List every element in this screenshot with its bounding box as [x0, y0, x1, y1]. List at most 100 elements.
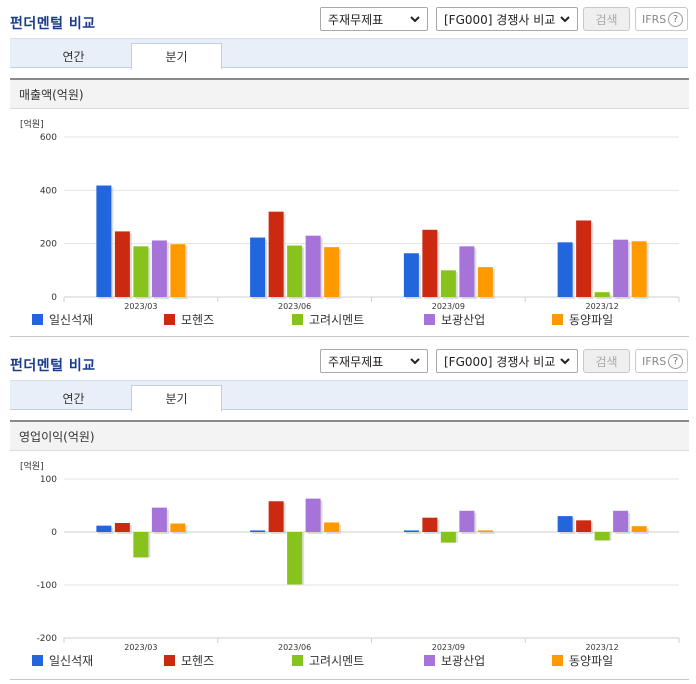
x-tick-label: 2023/06: [278, 302, 311, 311]
legend-entry: 모헨즈: [181, 313, 214, 327]
bar: [613, 239, 629, 297]
bar: [631, 241, 647, 297]
unit-label: [억원]: [20, 118, 44, 130]
help-icon[interactable]: ?: [668, 12, 683, 27]
x-tick-label: 2023/09: [432, 302, 465, 311]
legend-entry: 일신석재: [49, 313, 93, 327]
bar: [250, 530, 266, 532]
statement-select-value: 주재무제표: [328, 12, 384, 27]
x-tick-label: 2023/09: [432, 643, 465, 652]
x-tick-label: 2023/03: [124, 643, 157, 652]
compare-group-select[interactable]: [FG000] 경쟁사 비교: [436, 7, 578, 31]
bar: [133, 532, 149, 558]
chart-heading: 매출액(억원): [10, 78, 689, 109]
bar: [96, 185, 112, 297]
legend-entry: 고려시멘트: [309, 313, 364, 327]
tab-quarter[interactable]: 분기: [131, 43, 222, 70]
chart-heading: 영업이익(억원): [10, 420, 689, 451]
bar: [440, 270, 456, 297]
x-tick-label: 2023/12: [586, 643, 619, 652]
legend-swatch: [552, 655, 563, 666]
bar: [96, 525, 112, 532]
compare-group-select-value: [FG000] 경쟁사 비교: [444, 12, 556, 27]
bar: [324, 522, 340, 532]
chevron-down-icon: [410, 358, 420, 365]
bar: [403, 253, 419, 297]
bar: [151, 507, 167, 532]
tab-annual[interactable]: 연간: [62, 49, 85, 64]
period-tabs: 연간 분기: [10, 38, 688, 70]
y-tick-label: 600: [40, 133, 57, 143]
statement-select[interactable]: 주재무제표: [320, 349, 428, 373]
bar: [151, 240, 167, 297]
y-tick-label: -100: [37, 581, 58, 591]
tab-annual[interactable]: 연간: [62, 391, 85, 406]
bar: [305, 498, 321, 532]
search-button[interactable]: 검색: [583, 7, 630, 31]
bar-shadow: [405, 532, 421, 534]
legend-swatch: [32, 655, 43, 666]
bar: [170, 244, 186, 297]
bar: [631, 526, 647, 532]
ifrs-button[interactable]: IFRS ?: [635, 349, 688, 373]
legend-swatch: [292, 314, 303, 325]
revenue-bar-chart: [억원] 0 200 400 600 2023/03 2023/06 2023/09 2023/…: [20, 118, 680, 327]
ifrs-button[interactable]: IFRS ?: [635, 7, 688, 31]
bar: [422, 517, 438, 532]
ifrs-label: IFRS: [642, 12, 667, 26]
legend-swatch: [292, 655, 303, 666]
help-icon[interactable]: ?: [668, 354, 683, 369]
legend-entry: 동양파일: [569, 313, 613, 327]
legend-entry: 동양파일: [569, 654, 613, 668]
bar: [440, 532, 456, 543]
section-title: 펀더멘털 비교: [10, 16, 96, 32]
bar: [422, 229, 438, 297]
bar: [268, 501, 284, 532]
operating-profit-bar-chart: [억원] -200 -100 0 100 2023/03 2023/06 2023/09 202…: [20, 460, 680, 668]
chevron-down-icon: [560, 358, 570, 365]
bar: [613, 510, 629, 532]
legend-entry: 보광산업: [441, 654, 485, 668]
bar: [594, 292, 610, 297]
y-tick-label: 0: [51, 293, 57, 303]
statement-select[interactable]: 주재무제표: [320, 7, 428, 31]
bar: [114, 231, 130, 297]
x-tick-label: 2023/12: [586, 302, 619, 311]
bar: [287, 245, 303, 297]
divider: [10, 336, 689, 337]
bar: [459, 510, 475, 532]
legend-swatch: [32, 314, 43, 325]
bar: [114, 522, 130, 532]
bar: [477, 267, 493, 297]
search-button[interactable]: 검색: [583, 349, 630, 373]
bar: [305, 235, 321, 297]
legend-entry: 보광산업: [441, 313, 485, 327]
bar: [459, 246, 475, 297]
legend-swatch: [552, 314, 563, 325]
operating-profit-panel: 펀더멘털 비교 주재무제표 [FG000] 경쟁사 비교 검색 IFRS ? 연…: [0, 342, 696, 684]
compare-group-select-value: [FG000] 경쟁사 비교: [444, 354, 556, 369]
y-tick-label: 0: [51, 528, 57, 538]
tab-quarter[interactable]: 분기: [131, 385, 222, 412]
bar: [268, 211, 284, 297]
bar: [324, 247, 340, 297]
bar-shadow: [252, 532, 268, 534]
y-tick-label: 200: [40, 240, 57, 250]
x-tick-label: 2023/03: [124, 302, 157, 311]
statement-select-value: 주재무제표: [328, 354, 384, 369]
legend-entry: 모헨즈: [181, 654, 214, 668]
compare-group-select[interactable]: [FG000] 경쟁사 비교: [436, 349, 578, 373]
bar: [557, 242, 573, 297]
unit-label: [억원]: [20, 460, 44, 472]
legend-swatch: [424, 655, 435, 666]
legend-entry: 고려시멘트: [309, 654, 364, 668]
bar: [557, 516, 573, 532]
bar: [170, 523, 186, 532]
section-title: 펀더멘털 비교: [10, 358, 96, 374]
period-tabs: 연간 분기: [10, 380, 688, 412]
bar: [133, 246, 149, 297]
legend-entry: 일신석재: [49, 654, 93, 668]
y-tick-label: 100: [40, 475, 57, 485]
chevron-down-icon: [560, 16, 570, 23]
bar: [403, 530, 419, 532]
